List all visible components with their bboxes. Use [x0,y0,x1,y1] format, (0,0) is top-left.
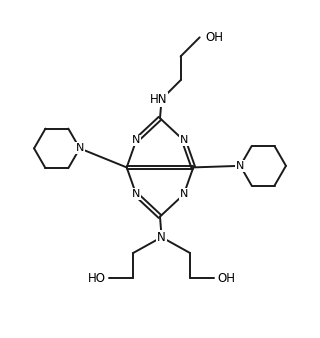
Text: N: N [180,189,188,199]
Text: OH: OH [218,272,236,285]
Text: HO: HO [87,272,105,285]
Text: HN: HN [150,93,167,106]
Text: OH: OH [205,31,223,44]
Text: N: N [132,136,140,145]
Text: N: N [157,231,166,244]
Text: N: N [180,136,188,145]
Text: N: N [76,143,84,153]
Text: N: N [132,189,140,199]
Text: N: N [236,161,244,171]
